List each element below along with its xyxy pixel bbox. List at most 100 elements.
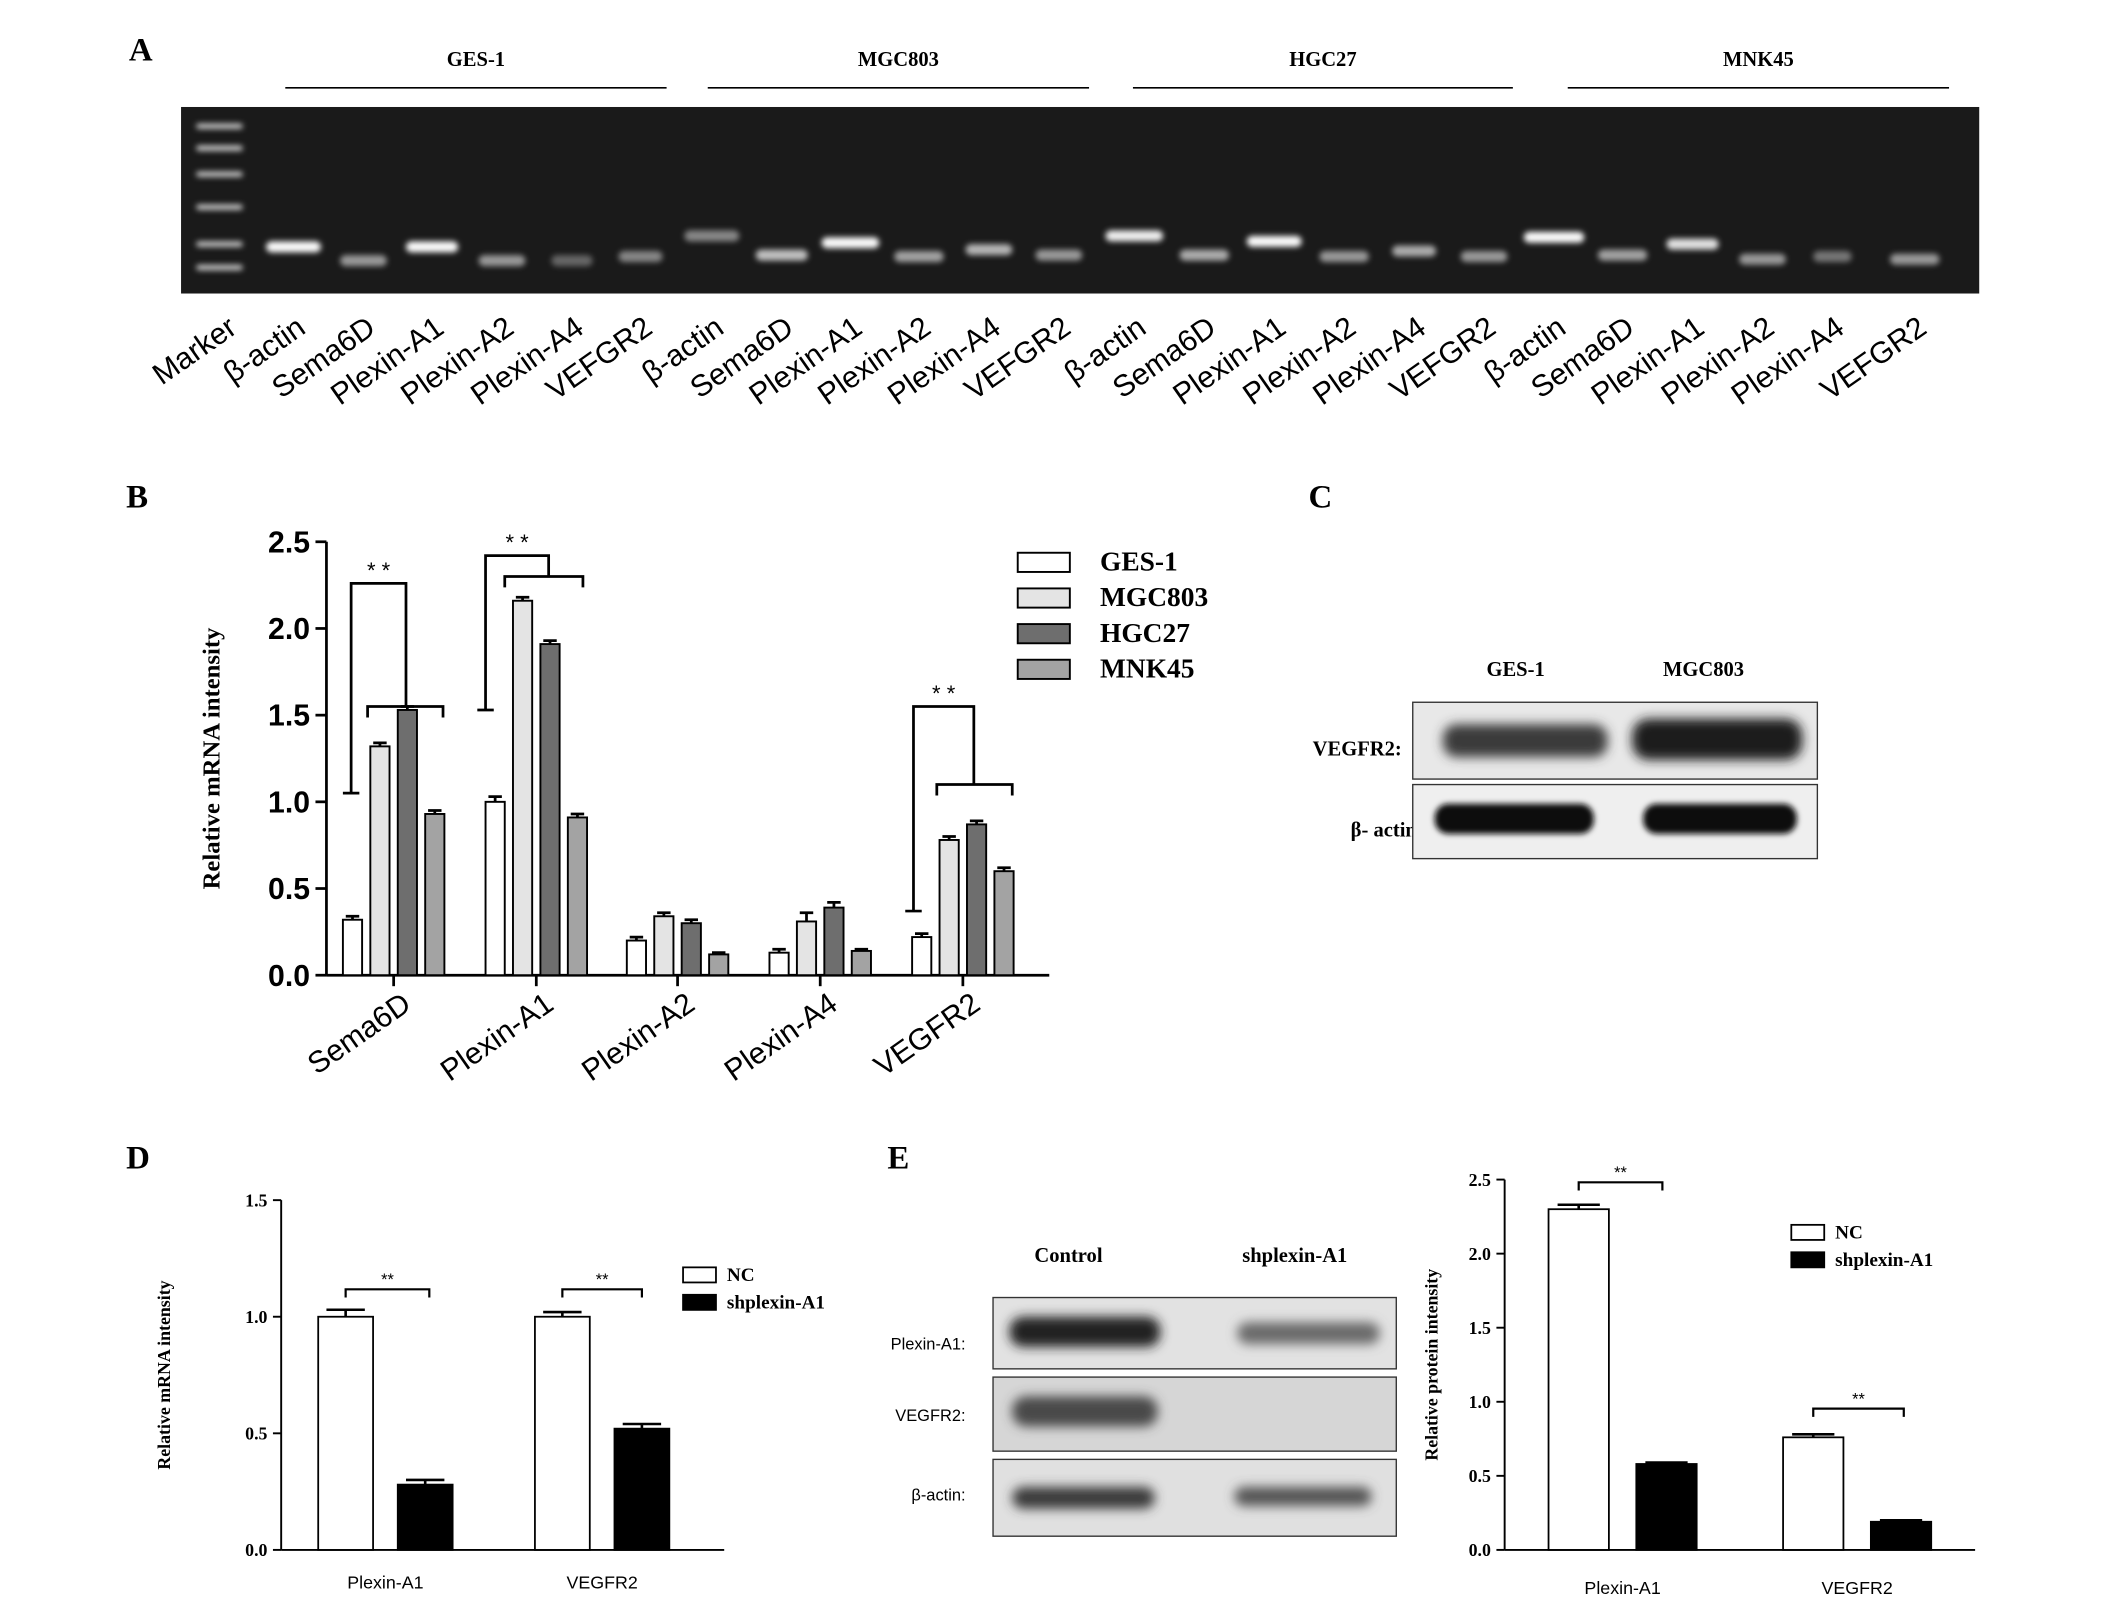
panel-letter-c: C xyxy=(1309,479,1333,515)
band-lane-13 xyxy=(1035,249,1083,261)
marker-band-3 xyxy=(196,171,243,177)
band-lane-20 xyxy=(1523,231,1585,243)
error-bar-vegfr2-shplexin-a1 xyxy=(1879,1518,1923,1522)
legend-label-shplexin-a1: shplexin-A1 xyxy=(727,1293,825,1314)
band-lane-22 xyxy=(1666,238,1719,250)
significance-bracket-1 xyxy=(1577,1181,1664,1191)
significance-stars-3: * * xyxy=(932,681,956,706)
panel-letter-e: E xyxy=(887,1141,909,1177)
bar-plexin-a1-mnk45 xyxy=(566,816,589,977)
error-bar-plexin-a4-mnk45 xyxy=(854,947,869,951)
bar-plexin-a1-shplexin-a1 xyxy=(396,1483,454,1551)
error-bar-plexin-a1-nc xyxy=(326,1308,365,1317)
significance-group-bracket-1 xyxy=(366,705,445,718)
significance-group-bracket-3 xyxy=(935,783,1014,796)
error-bar-plexin-a1-shplexin-a1 xyxy=(1645,1461,1688,1464)
bar-vegfr2-shplexin-a1 xyxy=(613,1427,671,1551)
error-bar-sema6d-ges-1 xyxy=(345,914,360,920)
band-lane-19 xyxy=(1460,251,1508,262)
band-lane-12 xyxy=(965,244,1013,256)
error-bar-vegfr2-mgc803 xyxy=(942,835,956,840)
error-bar-plexin-a2-hgc27 xyxy=(684,918,699,924)
bar-plexin-a2-hgc27 xyxy=(680,922,702,977)
y-tick-label-2-5: 2.5 xyxy=(1469,1170,1491,1190)
lane-labels: Markerβ-actinSema6DPlexin-A1Plexin-A2Ple… xyxy=(147,311,1933,412)
band-lane-5 xyxy=(478,255,526,267)
band-lane-6 xyxy=(551,255,593,267)
bar-sema6d-ges-1 xyxy=(341,918,364,977)
group-label-mgc803: MGC803 xyxy=(858,49,939,71)
marker-band-1 xyxy=(196,123,243,129)
blot-c-col-ges1: GES-1 xyxy=(1486,659,1544,681)
bar-plexin-a4-mnk45 xyxy=(850,949,872,977)
legend-swatch-shplexin-a1 xyxy=(682,1293,717,1311)
marker-band-5 xyxy=(196,241,243,247)
bar-plexin-a1-hgc27 xyxy=(539,643,561,977)
blot-e-row-plexina1: Plexin-A1: xyxy=(891,1336,966,1354)
bar-vegfr2-nc xyxy=(1782,1436,1845,1551)
legend-swatch-nc xyxy=(1790,1223,1826,1241)
x-label-plexin-a1: Plexin-A1 xyxy=(435,987,560,1088)
bar-vegfr2-mnk45 xyxy=(993,870,1015,977)
bar-plexin-a1-nc xyxy=(317,1315,374,1551)
significance-bracket-3 xyxy=(905,705,976,913)
legend-swatch-shplexin-a1 xyxy=(1790,1251,1826,1269)
bar-sema6d-mgc803 xyxy=(369,745,391,977)
marker-band-4 xyxy=(196,204,243,210)
bar-plexin-a4-ges-1 xyxy=(768,951,790,977)
bar-plexin-a2-ges-1 xyxy=(625,939,647,977)
y-tick-label-2-0: 2.0 xyxy=(1469,1244,1491,1264)
legend-label-shplexin-a1: shplexin-A1 xyxy=(1835,1250,1933,1271)
western-blot-c xyxy=(1412,701,1819,860)
band-lane-14 xyxy=(1105,230,1164,242)
band-lane-9 xyxy=(755,249,808,261)
panel-letter-a: A xyxy=(129,32,153,68)
bar-plexin-a2-mgc803 xyxy=(653,915,675,977)
marker-band-6 xyxy=(196,264,243,271)
y-tick-label-0-5: 0.5 xyxy=(245,1424,267,1444)
y-tick-label-0-0: 0.0 xyxy=(245,1540,267,1560)
error-bar-vegfr2-ges-1 xyxy=(914,932,929,938)
error-bar-vegfr2-hgc27 xyxy=(969,819,984,825)
legend-swatch-mnk45 xyxy=(1016,658,1071,680)
panel-letter-d: D xyxy=(126,1141,150,1177)
band-lane-8 xyxy=(684,230,740,242)
band-lane-23 xyxy=(1739,253,1786,265)
band-lane-11 xyxy=(894,251,944,262)
blot-e-row-actin: β-actin: xyxy=(911,1487,965,1505)
error-bar-vegfr2-mnk45 xyxy=(997,866,1011,872)
error-bar-plexin-a1-shplexin-a1 xyxy=(405,1478,445,1485)
band-lane-16 xyxy=(1246,235,1302,247)
blot-c-row-vegfr2: VEGFR2: xyxy=(1313,739,1402,761)
gel-bands xyxy=(266,230,1940,267)
significance-bracket-2 xyxy=(477,554,551,712)
error-bar-plexin-a2-mgc803 xyxy=(657,911,671,917)
y-tick-label-0-5: 0.5 xyxy=(268,873,310,906)
y-tick-label-2-0: 2.0 xyxy=(268,613,310,646)
x-label-vegfr2: VEGFR2 xyxy=(868,987,986,1083)
x-label-vegfr2: VEGFR2 xyxy=(566,1572,637,1592)
error-bar-plexin-a4-ges-1 xyxy=(772,947,786,953)
legend-swatch-mgc803 xyxy=(1016,587,1071,609)
x-label-plexin-a1: Plexin-A1 xyxy=(1584,1578,1660,1598)
y-tick-label-2-5: 2.5 xyxy=(268,526,310,559)
significance-stars-2: ** xyxy=(596,1271,609,1289)
band-lane-15 xyxy=(1179,249,1229,261)
band-lane-18 xyxy=(1392,245,1437,257)
legend-swatch-ges-1 xyxy=(1016,551,1071,573)
error-bar-plexin-a4-hgc27 xyxy=(827,901,841,908)
legend-swatch-nc xyxy=(682,1266,717,1284)
error-bar-sema6d-mnk45 xyxy=(428,809,442,814)
significance-bracket-1 xyxy=(342,582,408,795)
y-tick-label-0-0: 0.0 xyxy=(268,960,310,993)
band-lane-4 xyxy=(405,241,459,253)
y-tick-label-1-5: 1.5 xyxy=(1469,1318,1491,1338)
significance-bracket-2 xyxy=(561,1288,644,1298)
agarose-gel-image xyxy=(181,106,1980,294)
significance-stars-1: ** xyxy=(381,1271,394,1289)
bar-vegfr2-nc xyxy=(534,1315,591,1551)
significance-stars-1: ** xyxy=(1614,1164,1627,1182)
blot-e-col-shplexin: shplexin-A1 xyxy=(1242,1245,1347,1267)
y-tick-label-1-0: 1.0 xyxy=(268,786,310,819)
